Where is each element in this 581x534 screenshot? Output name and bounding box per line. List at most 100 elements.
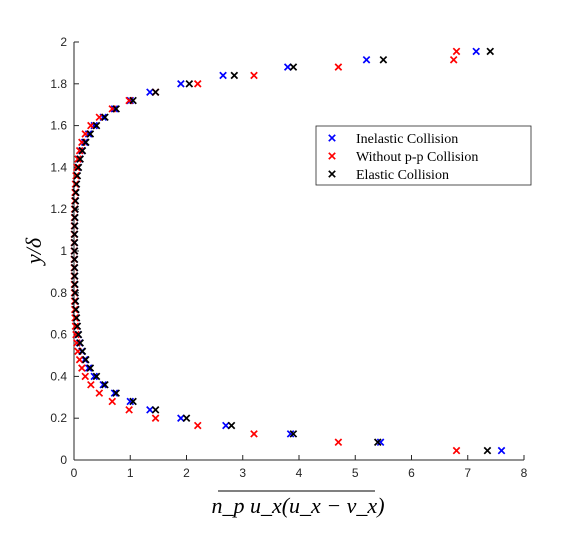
data-point (70, 255, 79, 264)
data-point (193, 79, 202, 88)
data-point (362, 55, 371, 64)
legend-marker-inelastic-collision (328, 134, 336, 142)
data-point (193, 421, 202, 430)
data-point (146, 406, 154, 414)
data-point (472, 47, 480, 56)
data-point (92, 121, 101, 130)
data-point (71, 197, 80, 205)
y-tick-label: 1.6 (50, 119, 67, 133)
data-point (71, 297, 80, 305)
y-tick-label: 1.4 (50, 160, 67, 174)
data-point (108, 397, 117, 406)
data-point (250, 71, 258, 80)
data-point (72, 314, 81, 322)
data-point (99, 380, 108, 389)
y-tick-label: 0.2 (50, 411, 67, 425)
data-point (376, 438, 385, 447)
data-point (74, 155, 82, 163)
x-tick-label: 3 (239, 466, 246, 480)
y-tick-label: 0.4 (50, 369, 67, 383)
data-point (73, 171, 82, 180)
data-point (73, 163, 81, 172)
y-tick-label: 1.8 (50, 77, 67, 91)
y-ticks: 0 0.2 0.4 0.6 0.8 1 1.2 1.4 1.6 1.8 2 (50, 35, 79, 467)
data-point (92, 372, 101, 381)
data-point (452, 446, 461, 455)
data-point (73, 322, 82, 331)
data-point (289, 430, 298, 438)
data-point (71, 205, 79, 214)
legend-box (315, 125, 532, 186)
data-point (71, 288, 79, 297)
data-point (219, 71, 227, 80)
data-point (182, 414, 191, 423)
legend: Inelastic Collision Without p-p Collision… (315, 125, 532, 186)
data-point (72, 180, 81, 188)
y-tick-label: 2 (60, 35, 67, 49)
plot-area: 0 1 2 3 4 5 6 7 8 0 0.2 0.4 0.6 0.8 1 1.2 1.4 1.6 1.8 2 (50, 35, 527, 480)
data-point (483, 446, 492, 455)
data-point (72, 171, 80, 180)
legend-label-without-p-p-collision: Without p-p Collision (356, 150, 478, 165)
markers (70, 47, 506, 455)
data-point (78, 146, 87, 155)
data-point (76, 155, 84, 163)
x-tick-label: 0 (71, 466, 78, 480)
data-point (449, 55, 458, 64)
data-point (71, 213, 79, 222)
data-point (86, 364, 95, 372)
y-tick-label: 0.8 (50, 286, 67, 300)
data-point (78, 364, 86, 372)
data-point (112, 105, 120, 113)
data-point (101, 380, 109, 389)
data-point (146, 88, 154, 96)
legend-entries: Inelastic Collision Without p-p Collision… (328, 132, 478, 183)
x-tick-label: 6 (408, 466, 415, 480)
data-point (70, 222, 79, 230)
data-point (70, 272, 79, 280)
data-point (72, 330, 80, 339)
data-point (75, 146, 84, 155)
data-point (334, 438, 343, 447)
x-axis-label-text: n_p u_x(u_x − v_x) (211, 493, 384, 518)
y-tick-label: 1 (60, 244, 67, 258)
legend-marker-without-p-p-collision (328, 152, 336, 160)
data-point (112, 389, 120, 397)
data-point (71, 314, 79, 322)
data-point (286, 430, 295, 438)
data-point (151, 414, 160, 423)
data-point (81, 372, 90, 381)
data-point (373, 438, 382, 447)
data-point (72, 188, 80, 197)
data-point (72, 305, 80, 314)
data-point (129, 96, 137, 105)
data-point (125, 406, 133, 414)
x-tick-label: 8 (521, 466, 528, 480)
data-point (452, 47, 461, 56)
data-point (76, 339, 84, 347)
x-axis-label: n_p u_x(u_x − v_x) (211, 490, 385, 518)
data-point (334, 63, 343, 71)
data-point (222, 421, 230, 430)
data-point (71, 322, 80, 331)
data-point (75, 355, 84, 364)
data-point (71, 280, 79, 289)
data-point (87, 121, 95, 130)
data-point (151, 406, 160, 414)
data-point (126, 397, 135, 406)
data-point (95, 389, 104, 397)
series-elastic-collision (70, 47, 495, 455)
data-point (379, 55, 388, 64)
data-point (95, 113, 104, 122)
legend-marker-elastic-collision (328, 170, 336, 178)
data-point (283, 63, 292, 71)
data-point (177, 79, 185, 88)
x-tick-label: 7 (464, 466, 471, 480)
data-point (185, 79, 194, 88)
data-point (78, 347, 87, 356)
data-point (151, 88, 160, 96)
y-tick-label: 1.2 (50, 202, 67, 216)
data-point (87, 380, 95, 389)
data-point (230, 71, 239, 80)
